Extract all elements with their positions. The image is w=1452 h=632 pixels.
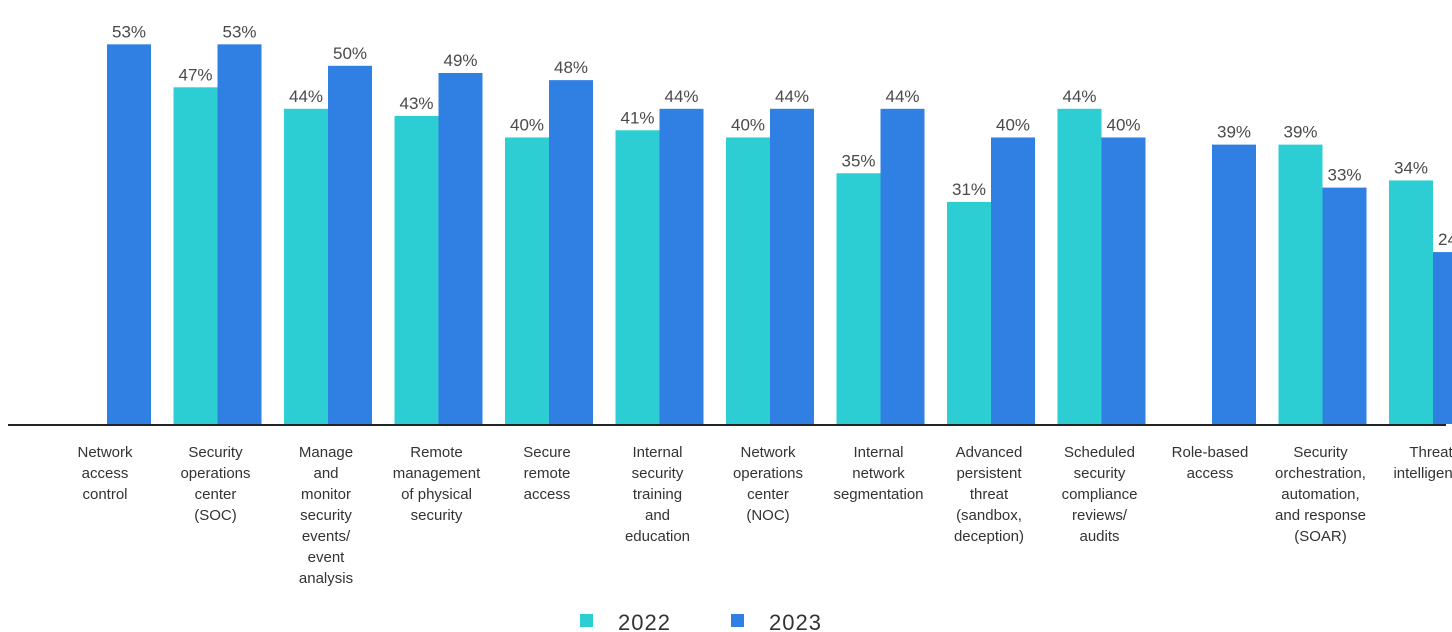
category-label-0: Network access control [77, 444, 133, 503]
bar-2022-2 [284, 108, 328, 425]
category-label-2: Manage and monitor security events/event anal… [299, 444, 353, 587]
bar-2022-8 [947, 201, 991, 424]
legend-label-2023: 2023 [769, 610, 822, 632]
value-label-2022-1: 47% [178, 65, 212, 84]
category-label-1: Security operations center (SOC) [180, 444, 250, 524]
value-label-2023-0: 53% [112, 22, 146, 41]
value-label-2023-5: 44% [664, 87, 698, 106]
bar-2022-7 [836, 173, 881, 424]
bar-2023-11 [1322, 187, 1367, 424]
bar-2023-9 [1101, 137, 1146, 425]
category-label-6: Network operations center (NOC) [733, 444, 803, 524]
bar-2022-11 [1278, 144, 1323, 425]
value-label-2023-3: 49% [443, 51, 477, 70]
bar-2023-3 [438, 72, 483, 425]
category-label-11: Security orchestration, automation, and res… [1275, 444, 1366, 545]
category-label-12: Threatintelligence [1393, 444, 1452, 482]
bar-2022-4 [505, 137, 549, 425]
bar-2023-4 [549, 80, 593, 425]
category-label-3: Remote management of physical security [393, 444, 481, 524]
value-label-2022-8: 31% [952, 180, 986, 199]
legend-swatch-2023 [731, 614, 744, 627]
category-label-10: Role-based access [1172, 444, 1249, 482]
value-label-2022-5: 41% [620, 108, 654, 127]
bar-2023-0 [107, 44, 151, 425]
bar-2022-1 [173, 87, 218, 425]
bar-2022-5 [615, 130, 660, 425]
bar-2023-12 [1433, 252, 1452, 424]
bar-2023-7 [880, 108, 925, 425]
value-label-2022-11: 39% [1283, 123, 1317, 142]
bar-2023-1 [217, 44, 262, 425]
value-label-2022-4: 40% [510, 115, 544, 134]
category-label-8: Advanced persistent threat (sandbox, decepti… [954, 444, 1024, 545]
category-label-7: Internal network segmentation [833, 444, 923, 503]
legend-label-2022: 2022 [618, 610, 671, 632]
category-labels-group: Network access control Security operations ce… [77, 444, 1452, 587]
value-label-2023-7: 44% [885, 87, 919, 106]
value-label-2022-12: 34% [1394, 158, 1428, 177]
bar-2022-3 [394, 115, 439, 425]
bar-2023-6 [770, 108, 814, 425]
legend: 2022 2023 [580, 610, 822, 632]
bar-2022-9 [1057, 108, 1102, 425]
value-label-2022-2: 44% [289, 87, 323, 106]
value-label-2022-9: 44% [1062, 87, 1096, 106]
value-label-2022-3: 43% [399, 94, 433, 113]
value-label-2023-11: 33% [1327, 166, 1361, 185]
legend-swatch-2022 [580, 614, 593, 627]
value-label-2023-2: 50% [333, 44, 367, 63]
bar-2023-8 [991, 137, 1035, 425]
value-label-2023-6: 44% [775, 87, 809, 106]
bar-2022-6 [726, 137, 770, 425]
bar-2023-2 [328, 65, 372, 425]
bar-2022-12 [1389, 180, 1433, 424]
value-label-2023-10: 39% [1217, 123, 1251, 142]
bars-group [107, 44, 1452, 425]
bar-2023-5 [659, 108, 704, 425]
value-label-2023-9: 40% [1106, 115, 1140, 134]
value-label-2022-7: 35% [841, 151, 875, 170]
category-label-4: Secure remote access [523, 444, 571, 503]
value-label-2022-6: 40% [731, 115, 765, 134]
value-labels-group: 53% 47% 53% 44% 50% 43% 49% 40% 48% 41% 44% 40% 44% 3… [112, 22, 1452, 249]
value-label-2023-1: 53% [222, 22, 256, 41]
value-label-2023-4: 48% [554, 58, 588, 77]
category-label-9: Scheduled security compliance reviews/audit… [1062, 444, 1138, 545]
bar-2023-10 [1212, 144, 1256, 425]
category-label-5: Internal security training and education [625, 444, 690, 545]
value-label-2023-8: 40% [996, 115, 1030, 134]
value-label-2023-12: 24% [1438, 230, 1452, 249]
